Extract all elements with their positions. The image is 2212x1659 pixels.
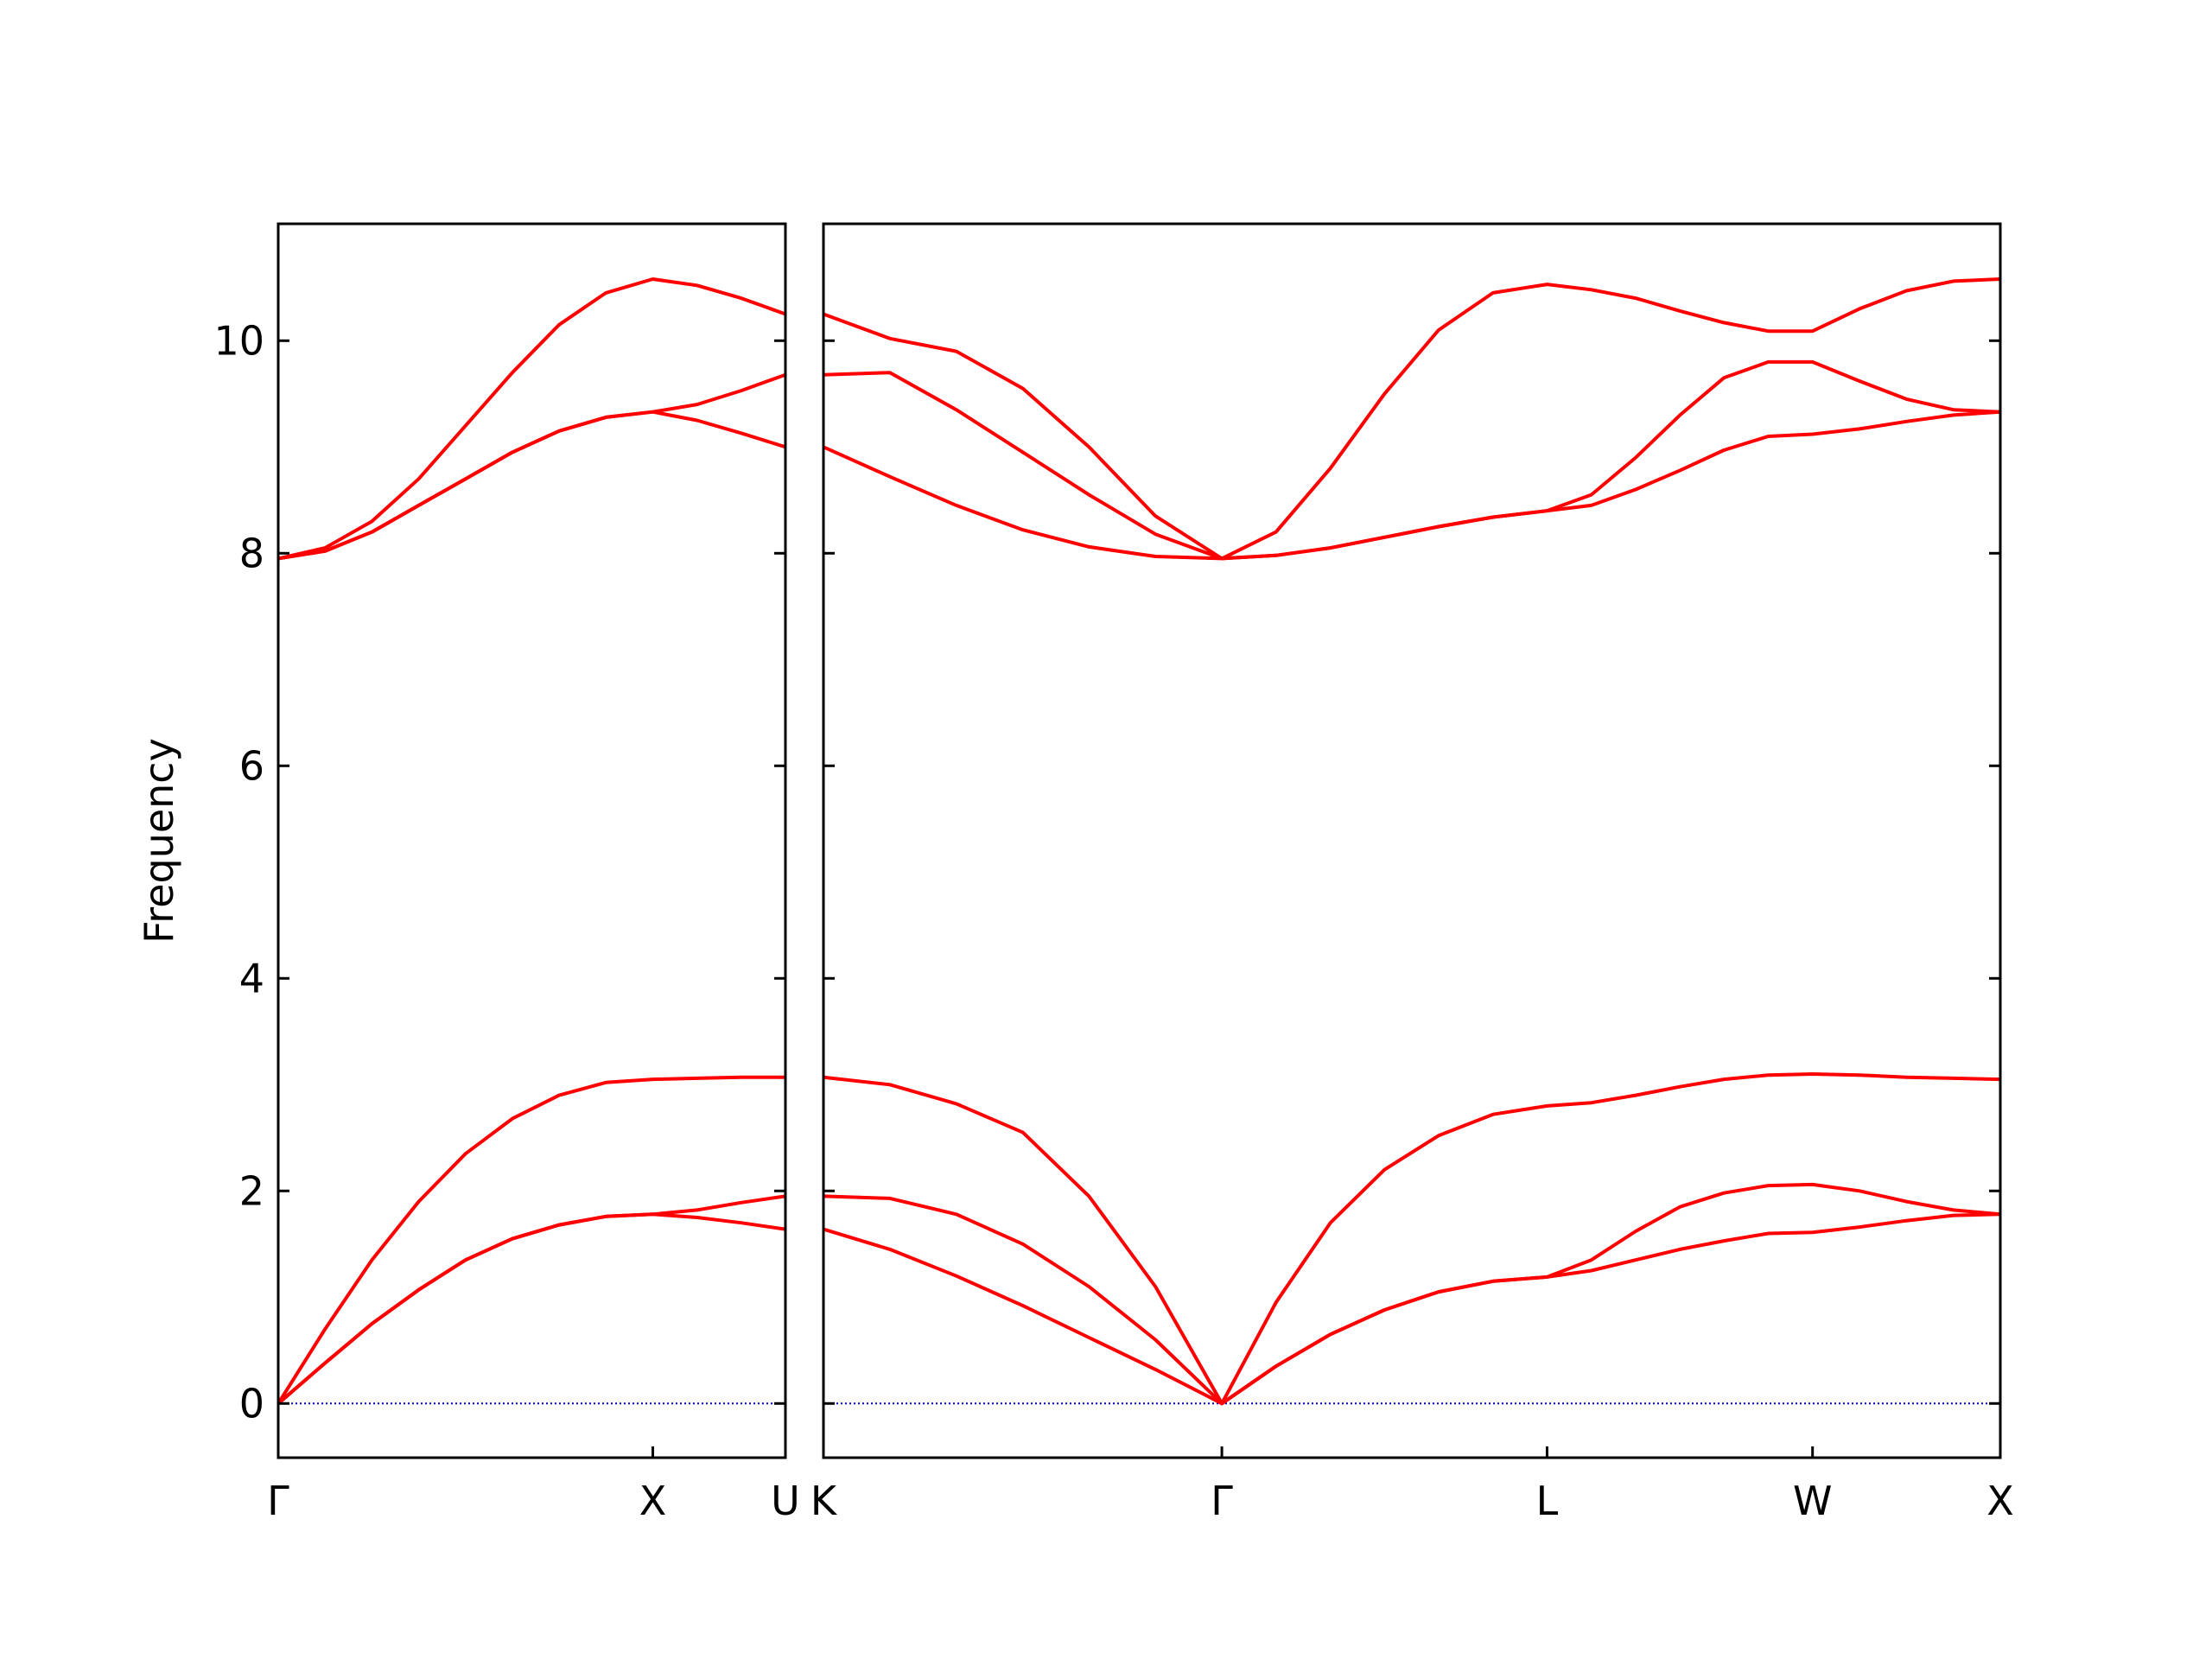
y-tick-label: 8 [239, 530, 264, 576]
band-line [823, 1212, 2001, 1406]
x-tick-label: K [810, 1478, 838, 1524]
band-line [823, 410, 2001, 561]
y-axis-label: Frequency [136, 738, 182, 944]
band-line [277, 410, 786, 561]
x-tick-label: U [771, 1478, 800, 1524]
axes-frame [276, 222, 787, 1459]
band-line [276, 1194, 786, 1405]
y-tick-label: 0 [239, 1380, 264, 1427]
band-line [276, 1075, 785, 1405]
axes-frame [822, 222, 2002, 1459]
band-line [823, 277, 2001, 561]
x-tick-label: Γ [1211, 1478, 1233, 1524]
band-line [277, 277, 786, 561]
x-tick-label: Γ [267, 1478, 289, 1524]
y-tick-label: 2 [239, 1167, 264, 1214]
band-line [823, 359, 2001, 561]
x-tick-label: W [1793, 1478, 1832, 1524]
y-tick-label: 10 [213, 317, 264, 364]
y-tick-label: 4 [239, 955, 264, 1001]
y-tick-label: 6 [239, 742, 264, 789]
x-tick-label: X [1986, 1478, 2014, 1524]
band-line [823, 1072, 2001, 1406]
x-tick-label: X [639, 1478, 667, 1524]
band-line [276, 1212, 786, 1405]
x-tick-label: L [1536, 1478, 1559, 1524]
